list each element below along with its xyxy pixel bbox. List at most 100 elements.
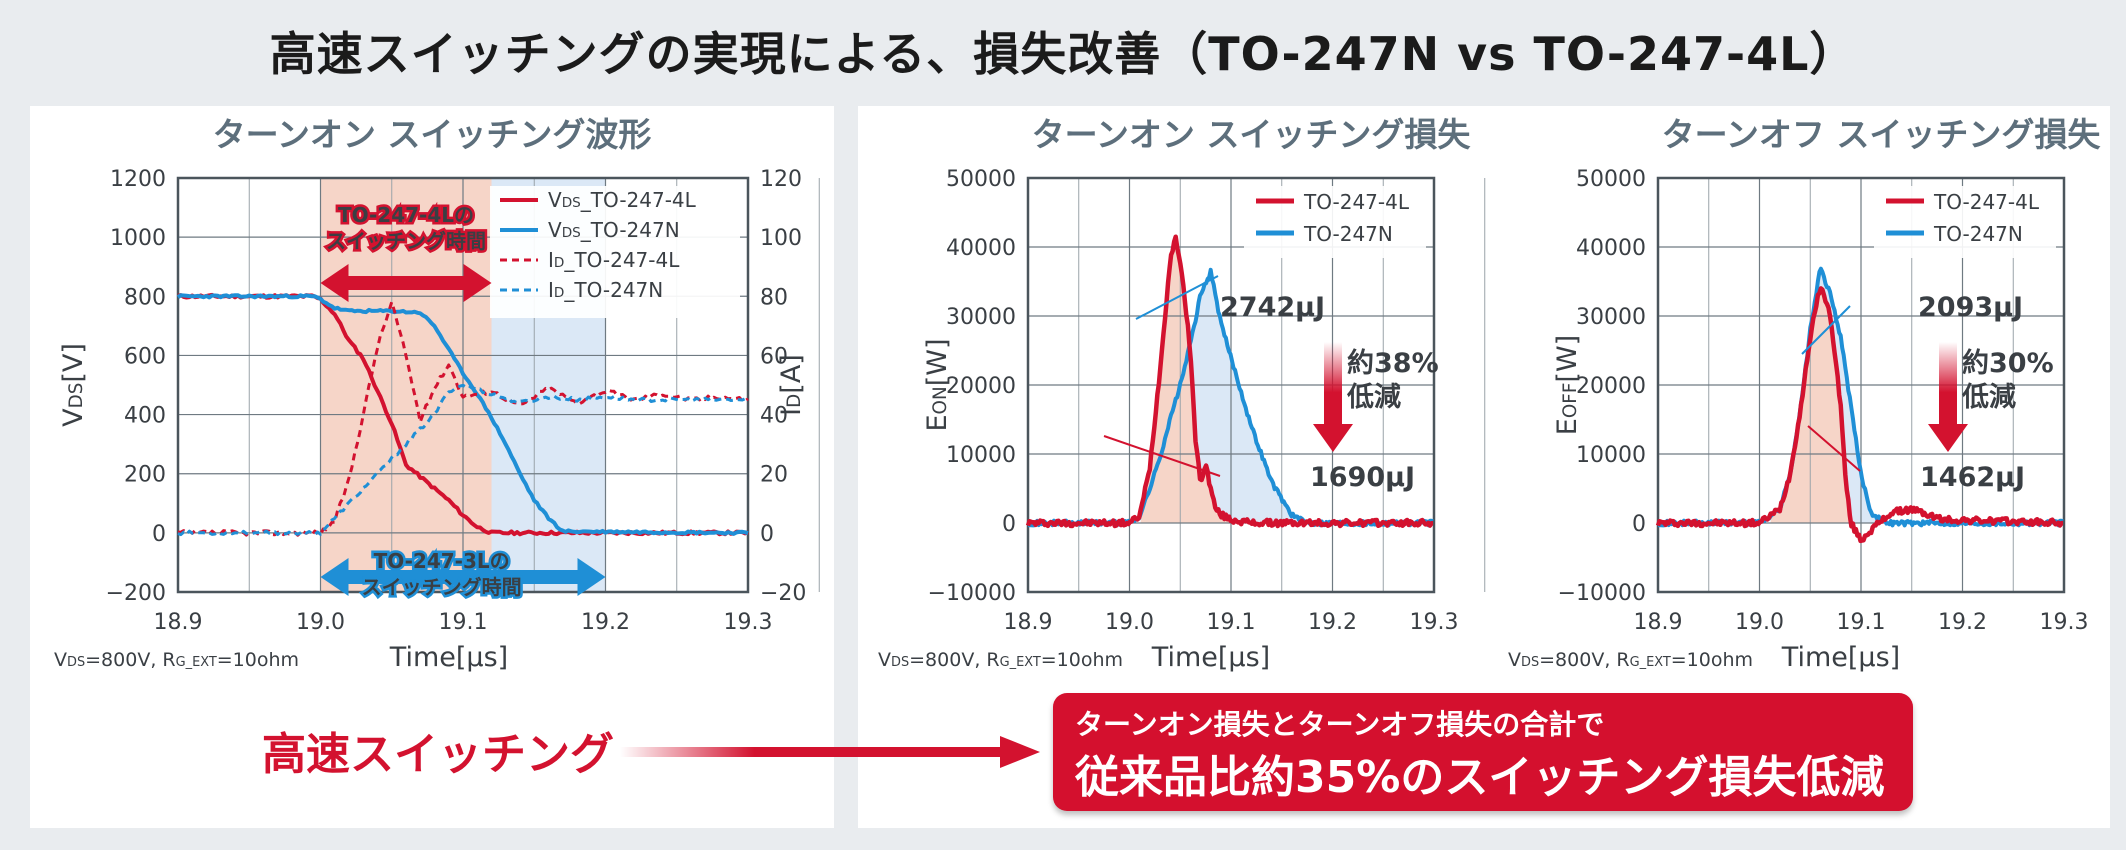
on-frame	[1026, 176, 1436, 594]
waveform-legend-bg	[490, 186, 740, 318]
on-condition-part: =10ohm	[1041, 649, 1123, 671]
waveform-ytick-right: 60	[760, 344, 788, 369]
series-ID_TO-247N	[177, 383, 749, 537]
on-ytick: 10000	[946, 443, 1016, 468]
legend-entry-3-part: I	[548, 278, 554, 302]
red-time-label: スイッチング時間	[326, 229, 486, 253]
off-xtick: 19.2	[1938, 610, 1987, 635]
off-blue-leader	[1801, 305, 1851, 355]
off-ytick: 40000	[1576, 236, 1646, 261]
off-ylabel-part: E	[1552, 418, 1583, 435]
off-red-value: 1462µJ	[1920, 462, 2025, 493]
on-condition-part: V	[878, 649, 891, 671]
on-ytick: 50000	[946, 167, 1016, 192]
waveform-panel: ターンオン スイッチング波形 18.9 19.0 19.1 19.2 19.3 1200 10…	[30, 106, 834, 828]
legend-entry-2-part: D	[554, 255, 564, 271]
waveform-ytick-right: 100	[760, 226, 802, 251]
on-condition-part: G_EXT	[1000, 655, 1041, 670]
legend-entry-0-part: _TO-247-4L	[580, 188, 697, 212]
on-ytick: 0	[1002, 512, 1016, 537]
legend-entry-3-part: _TO-247N	[563, 278, 663, 302]
on-series-TO-247-4L	[1025, 234, 1434, 529]
on-xtick: 19.1	[1207, 610, 1256, 635]
off-series-TO-247-4L	[1655, 286, 2064, 544]
waveform-ylabel-left-part: DS	[66, 383, 87, 409]
red-time-arrow-shaft	[342, 276, 470, 290]
waveform-frame	[176, 176, 750, 594]
waveform-xtick: 19.2	[581, 610, 630, 635]
waveform-ytick-left: −200	[106, 581, 166, 606]
legend-entry-1-part: _TO-247N	[580, 218, 680, 242]
on-condition-part: =800V, R	[909, 649, 999, 671]
waveform-ylabel-left-part: [V]	[58, 343, 89, 383]
on-xtick: 19.2	[1308, 610, 1357, 635]
legend-entry-0: VDS_TO-247-4L	[548, 188, 697, 212]
waveform-ytick-left: 800	[124, 285, 166, 310]
red-time-label: TO-247-4Lの	[338, 203, 474, 227]
on-reduce-text: 低減	[1346, 382, 1401, 413]
waveform-xtick: 18.9	[154, 610, 203, 635]
on-legend-bg	[1244, 186, 1426, 258]
waveform-ytick-left: 600	[124, 344, 166, 369]
waveform-ylabel-right-part: [A]	[776, 354, 807, 394]
off-condition-part: =10ohm	[1671, 649, 1753, 671]
legend-entry-1-part: V	[548, 218, 562, 242]
on-red-value: 1690µJ	[1310, 462, 1415, 493]
waveform-ytick-right: 120	[760, 167, 802, 192]
off-xtick: 18.9	[1634, 610, 1683, 635]
result-line2: 従来品比約35%のスイッチング損失低減	[1075, 752, 1885, 803]
waveform-ytick-left: 400	[124, 404, 166, 429]
waveform-ytick-right: 20	[760, 463, 788, 488]
off-legend-bg	[1874, 186, 2056, 258]
loss-charts: ターンオン スイッチング損失 18.9 19.0 19.1 19.2 19.3 50000 4…	[878, 115, 2116, 673]
waveform-ylabel-right-part: I	[776, 408, 807, 416]
off-xtick: 19.1	[1837, 610, 1886, 635]
off-condition-part: DS	[1521, 655, 1539, 670]
off-reduce-text: 低減	[1961, 382, 2016, 413]
off-ytick: 0	[1632, 512, 1646, 537]
off-ytick: 50000	[1576, 167, 1646, 192]
blue-time-arrow-head-right	[577, 558, 606, 596]
off-ytick: 20000	[1576, 374, 1646, 399]
legend-entry-3: ID_TO-247N	[548, 278, 663, 302]
series-VDS_TO-247N	[176, 293, 749, 536]
on-reduce-pct: 約38%	[1347, 347, 1439, 379]
blue-time-arrow-shaft	[342, 570, 584, 584]
page-title: 高速スイッチングの実現による、損失改善（TO-247N vs TO-247-4L…	[269, 27, 1857, 81]
off-reduce-pct: 約30%	[1962, 347, 2054, 379]
waveform-ylabel-left: VDS[V]	[58, 343, 89, 427]
waveform-condition-part: V	[54, 649, 67, 671]
off-xtick: 19.3	[2040, 610, 2089, 635]
off-red-leader	[1807, 425, 1861, 472]
on-ylabel: EON[W]	[922, 338, 953, 431]
on-blue-leader	[1135, 275, 1219, 320]
legend-entry-0-part: DS	[562, 195, 581, 211]
off-frame	[1656, 176, 2066, 594]
on-ytick: −10000	[928, 581, 1016, 606]
waveform-ylabel-right-part: D	[784, 394, 805, 408]
on-ytick: 30000	[946, 305, 1016, 330]
waveform-ytick-left: 1200	[110, 167, 166, 192]
legend-entry-2: ID_TO-247-4L	[548, 248, 680, 272]
red-time-arrow-head-right	[463, 264, 492, 302]
on-blue-value: 2742µJ	[1220, 292, 1325, 323]
legend-entry-2-part: _TO-247-4L	[563, 248, 680, 272]
on-red-leader	[1103, 435, 1221, 477]
waveform-condition: VDS=800V, RG_EXT=10ohm	[54, 649, 299, 671]
on-condition: VDS=800V, RG_EXT=10ohm	[878, 649, 1123, 671]
red-time-arrow-head-left	[320, 264, 349, 302]
blue-time-arrow-head-left	[320, 558, 349, 596]
off-blue-value: 2093µJ	[1918, 292, 2023, 323]
on-ylabel-part: [W]	[922, 338, 953, 386]
waveform-xlabel: Time[µs]	[389, 642, 508, 673]
waveform-condition-part: G_EXT	[176, 655, 217, 670]
off-title: ターンオフ スイッチング損失	[1662, 115, 2102, 154]
waveform-ytick-right: 80	[760, 285, 788, 310]
result-arrow	[620, 736, 1040, 768]
blue-time-label: スイッチング時間	[362, 575, 522, 599]
on-ytick: 20000	[946, 374, 1016, 399]
waveform-condition-part: =800V, R	[85, 649, 175, 671]
on-ytick: 40000	[946, 236, 1016, 261]
waveform-condition-part: =10ohm	[217, 649, 299, 671]
